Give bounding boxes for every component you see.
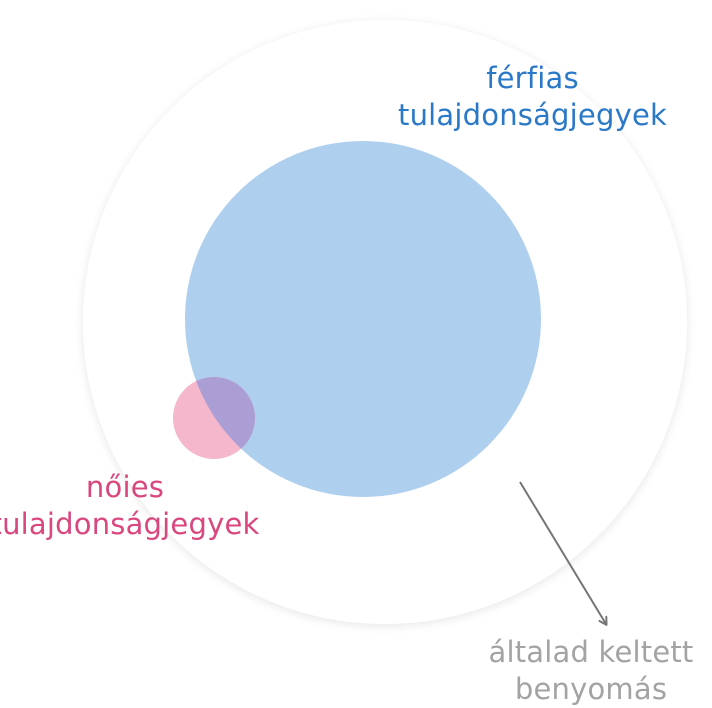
masculine-traits-label-line2: tulajdonságjegyek	[398, 98, 667, 132]
impression-pointer-arrow	[519, 481, 608, 626]
feminine-traits-label-line2: tulajdonságjegyek	[0, 507, 260, 541]
impression-label-line1: általad keltett	[488, 635, 694, 669]
impression-label: általad keltett benyomás	[480, 634, 702, 708]
masculine-traits-label-line1: férfias	[486, 61, 579, 95]
masculine-traits-circle	[185, 141, 541, 497]
feminine-traits-label: nőies tulajdonságjegyek	[0, 469, 260, 543]
feminine-traits-label-line1: nőies	[85, 470, 165, 504]
impression-label-line2: benyomás	[514, 672, 668, 706]
masculine-traits-label: férfias tulajdonságjegyek	[395, 60, 670, 134]
